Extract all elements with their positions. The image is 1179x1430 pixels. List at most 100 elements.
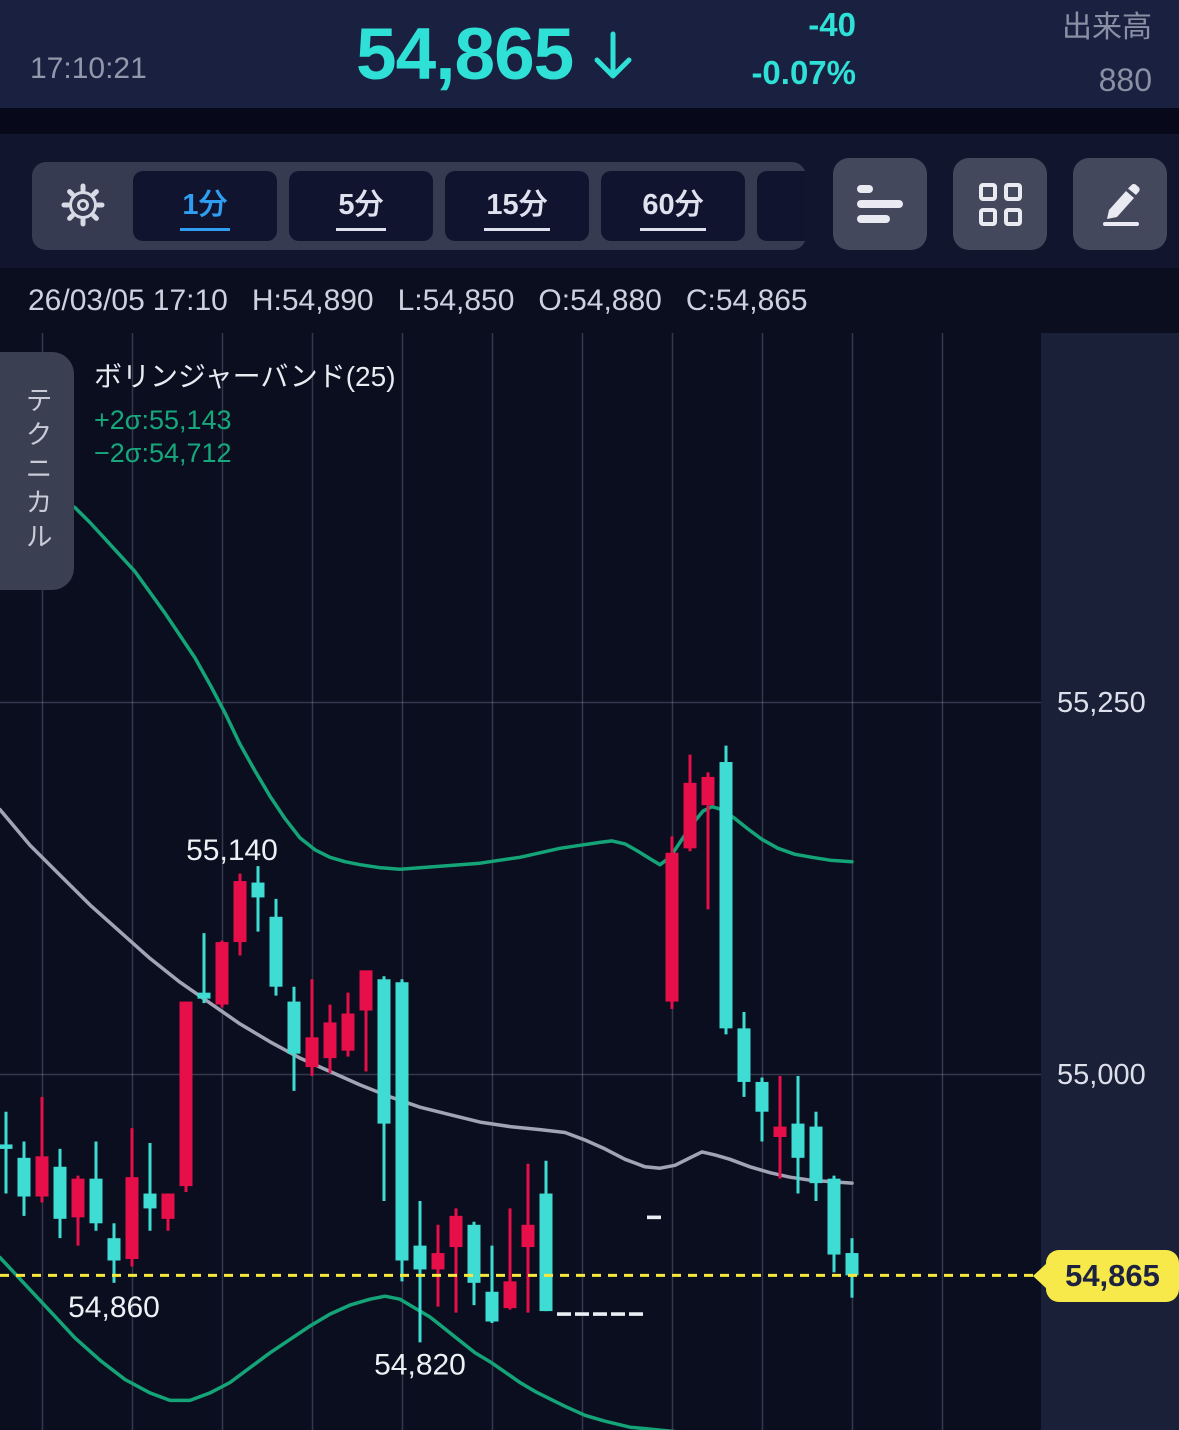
candle-body bbox=[305, 1037, 319, 1068]
candle-body bbox=[809, 1126, 823, 1184]
candle-body bbox=[467, 1224, 481, 1283]
candle-body bbox=[71, 1178, 85, 1218]
candle-body bbox=[125, 1177, 139, 1260]
doji-candle bbox=[593, 1312, 607, 1316]
price-change: -40 bbox=[808, 6, 856, 43]
timeframe-selector: 1分 5分 15分 60分 bbox=[32, 162, 806, 250]
quote-header: 17:10:21 54,865 -40 -0.07% 出来高 880 bbox=[0, 0, 1179, 108]
candle-body bbox=[755, 1081, 769, 1112]
volume-label: 出来高 bbox=[1062, 11, 1152, 44]
price-annotation: 54,820 bbox=[374, 1348, 466, 1381]
candle-body bbox=[827, 1178, 841, 1255]
candle-body bbox=[143, 1193, 157, 1209]
candle-body bbox=[107, 1238, 121, 1261]
candle-body bbox=[377, 979, 391, 1124]
candle-body bbox=[17, 1157, 31, 1197]
candle-body bbox=[773, 1126, 787, 1137]
candle-body bbox=[521, 1224, 535, 1248]
bollinger-upper-value: +2σ:55,143 bbox=[94, 405, 232, 435]
candle-body bbox=[287, 1001, 301, 1054]
drawing-tools-button[interactable] bbox=[1073, 158, 1167, 250]
candle-body bbox=[197, 992, 211, 999]
price-annotation: 54,860 bbox=[68, 1291, 160, 1324]
candle-body bbox=[665, 852, 679, 1002]
price-change-percent: -0.07% bbox=[751, 54, 856, 91]
candle-body bbox=[539, 1193, 553, 1312]
high-label: H: bbox=[251, 283, 282, 317]
candle-body bbox=[269, 916, 283, 987]
doji-candle bbox=[611, 1312, 625, 1316]
down-arrow-icon bbox=[589, 30, 637, 89]
candle-body bbox=[485, 1291, 499, 1322]
candle-body bbox=[683, 782, 697, 849]
price-axis-panel[interactable]: 55,250 55,000 bbox=[1041, 333, 1179, 1430]
candle-body bbox=[395, 982, 409, 1261]
indicator-legend: ボリンジャーバンド(25) +2σ:55,143 −2σ:54,712 bbox=[94, 355, 396, 470]
timeframe-1min-button[interactable]: 1分 bbox=[133, 171, 277, 241]
close-value: 54,865 bbox=[715, 283, 808, 317]
current-price-block: 54,865 bbox=[356, 0, 637, 108]
candle-body bbox=[89, 1178, 103, 1224]
grid-layout-icon bbox=[978, 182, 1022, 226]
candle-body bbox=[323, 1022, 337, 1059]
low-label: L: bbox=[397, 283, 423, 317]
bollinger-lower-band-line bbox=[0, 1255, 677, 1430]
doji-candle bbox=[575, 1312, 589, 1316]
candle-body bbox=[161, 1193, 175, 1219]
doji-candle bbox=[629, 1312, 643, 1316]
candle-body bbox=[719, 762, 733, 1029]
close-label: C: bbox=[685, 283, 716, 317]
technical-indicator-tab[interactable]: テクニカル bbox=[0, 352, 74, 590]
doji-candle bbox=[647, 1215, 661, 1220]
timeframe-5min-button[interactable]: 5分 bbox=[289, 171, 433, 241]
candle-body bbox=[251, 882, 265, 898]
candle-body bbox=[215, 942, 229, 1005]
current-time: 17:10:21 bbox=[30, 52, 147, 85]
bollinger-middle-band-line bbox=[0, 807, 854, 1185]
candle-body bbox=[359, 970, 373, 1011]
bollinger-upper-band-line bbox=[60, 498, 854, 871]
axis-tick-55000: 55,000 bbox=[1057, 1059, 1146, 1091]
timeframe-more-button-clipped[interactable] bbox=[757, 171, 806, 241]
candle-body bbox=[341, 1013, 355, 1051]
candle-body bbox=[845, 1253, 859, 1276]
candle-body bbox=[503, 1281, 517, 1309]
layout-grid-button[interactable] bbox=[953, 158, 1047, 250]
ohlc-info-bar: 26/03/05 17:10 H: 54,890 L: 54,850 O: 54,88… bbox=[0, 268, 1179, 333]
high-value: 54,890 bbox=[281, 283, 374, 317]
depth-view-button[interactable] bbox=[833, 158, 927, 250]
candle-body bbox=[233, 881, 247, 943]
doji-candle bbox=[557, 1312, 571, 1316]
volume-block: 出来高 880 bbox=[1062, 0, 1152, 99]
price-annotation: 55,140 bbox=[186, 834, 278, 867]
low-value: 54,850 bbox=[422, 283, 515, 317]
candle-body bbox=[449, 1215, 463, 1248]
bollinger-lower-value: −2σ:54,712 bbox=[94, 438, 232, 468]
candle-body bbox=[179, 1001, 193, 1187]
timeframe-15min-button[interactable]: 15分 bbox=[445, 171, 589, 241]
volume-value: 880 bbox=[1098, 62, 1152, 98]
axis-tick-55250: 55,250 bbox=[1057, 687, 1146, 719]
settings-button[interactable] bbox=[50, 182, 116, 230]
current-price-tag: 54,865 bbox=[1033, 1250, 1179, 1302]
candle-body bbox=[431, 1253, 445, 1270]
bar-date: 26/03/05 bbox=[28, 283, 145, 317]
last-price: 54,865 bbox=[356, 13, 574, 95]
candle-body bbox=[413, 1245, 427, 1270]
candle-body bbox=[53, 1166, 67, 1219]
open-label: O: bbox=[538, 283, 571, 317]
candle-body bbox=[35, 1156, 49, 1197]
pencil-draw-icon bbox=[1095, 178, 1145, 231]
timeframe-60min-button[interactable]: 60分 bbox=[601, 171, 745, 241]
candle-body bbox=[0, 1144, 13, 1149]
header-divider-strip bbox=[0, 108, 1179, 134]
bollinger-legend-title: ボリンジャーバンド(25) bbox=[94, 361, 396, 392]
chart-toolbar: 1分 5分 15分 60分 bbox=[0, 134, 1179, 268]
gear-icon bbox=[59, 181, 107, 232]
depth-bars-icon bbox=[857, 181, 903, 227]
candlestick-chart[interactable]: 55,140 54,860 54,820 bbox=[0, 333, 1041, 1430]
open-value: 54,880 bbox=[570, 283, 662, 317]
candle-body bbox=[701, 776, 715, 806]
candle-body bbox=[737, 1028, 751, 1082]
